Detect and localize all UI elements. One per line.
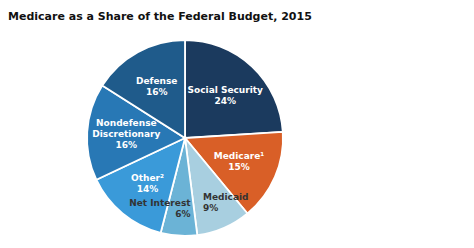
svg-text:Net Interest6%: Net Interest6% — [129, 198, 191, 219]
svg-text:Social Security24%: Social Security24% — [188, 85, 264, 106]
html-text:Medicare as a Share of the Fed: Medicare as a Share of the Federal Budge… — [8, 10, 312, 23]
svg-text:NondefenseDiscretionary16%: NondefenseDiscretionary16% — [92, 118, 160, 150]
svg-text:Medicare¹15%: Medicare¹15% — [214, 151, 265, 172]
svg-text:Defense16%: Defense16% — [136, 76, 177, 97]
svg-text:Medicaid9%: Medicaid9% — [203, 192, 249, 213]
svg-text:Other²14%: Other²14% — [131, 173, 164, 194]
